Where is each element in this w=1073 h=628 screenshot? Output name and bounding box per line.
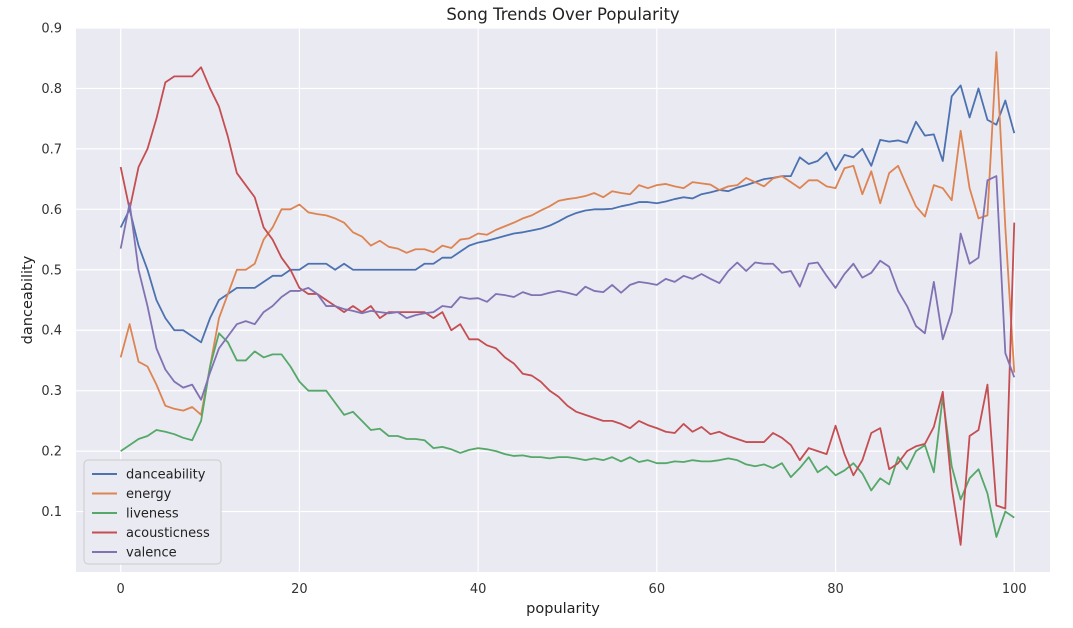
grid-lines [76,27,1050,572]
series-line-danceability [119,84,1016,344]
y-tick-labels: 0.1 0.2 0.3 0.4 0.5 0.6 0.7 0.8 0.9 [41,22,62,521]
y-tick-label: 0.9 [41,22,62,37]
series-line-valence [119,175,1016,401]
x-tick-label: 40 [470,582,487,597]
x-tick-label: 60 [649,582,666,597]
plot-area [76,28,1050,572]
x-tick-label: 100 [1002,582,1027,597]
y-tick-label: 0.8 [41,82,62,97]
x-tick-label: 0 [117,582,125,597]
legend-label-energy: energy [126,487,172,502]
x-tick-labels: 0 20 40 60 80 100 [117,582,1027,597]
x-axis-label: popularity [526,601,600,617]
y-tick-label: 0.3 [41,384,62,399]
legend-label-liveness: liveness [126,507,179,522]
y-tick-label: 0.2 [41,445,62,460]
y-tick-label: 0.4 [41,324,62,339]
series-layer [119,51,1016,546]
x-tick-label: 20 [291,582,308,597]
y-tick-label: 0.6 [41,203,62,218]
chart-title: Song Trends Over Popularity [446,5,680,24]
y-tick-label: 0.7 [41,142,62,157]
series-line-liveness [120,332,1015,538]
series-line-acousticness [119,66,1016,546]
legend-label-acousticness: acousticness [126,526,210,541]
legend-label-danceability: danceability [126,468,206,483]
legend-label-valence: valence [126,546,177,561]
legend-box [83,459,222,565]
y-axis-label: danceability [20,255,36,344]
x-tick-label: 80 [827,582,844,597]
series-line-energy [119,51,1016,416]
y-tick-label: 0.1 [41,505,62,520]
y-tick-label: 0.5 [41,263,62,278]
legend: danceability energy liveness acousticness va… [83,459,222,565]
